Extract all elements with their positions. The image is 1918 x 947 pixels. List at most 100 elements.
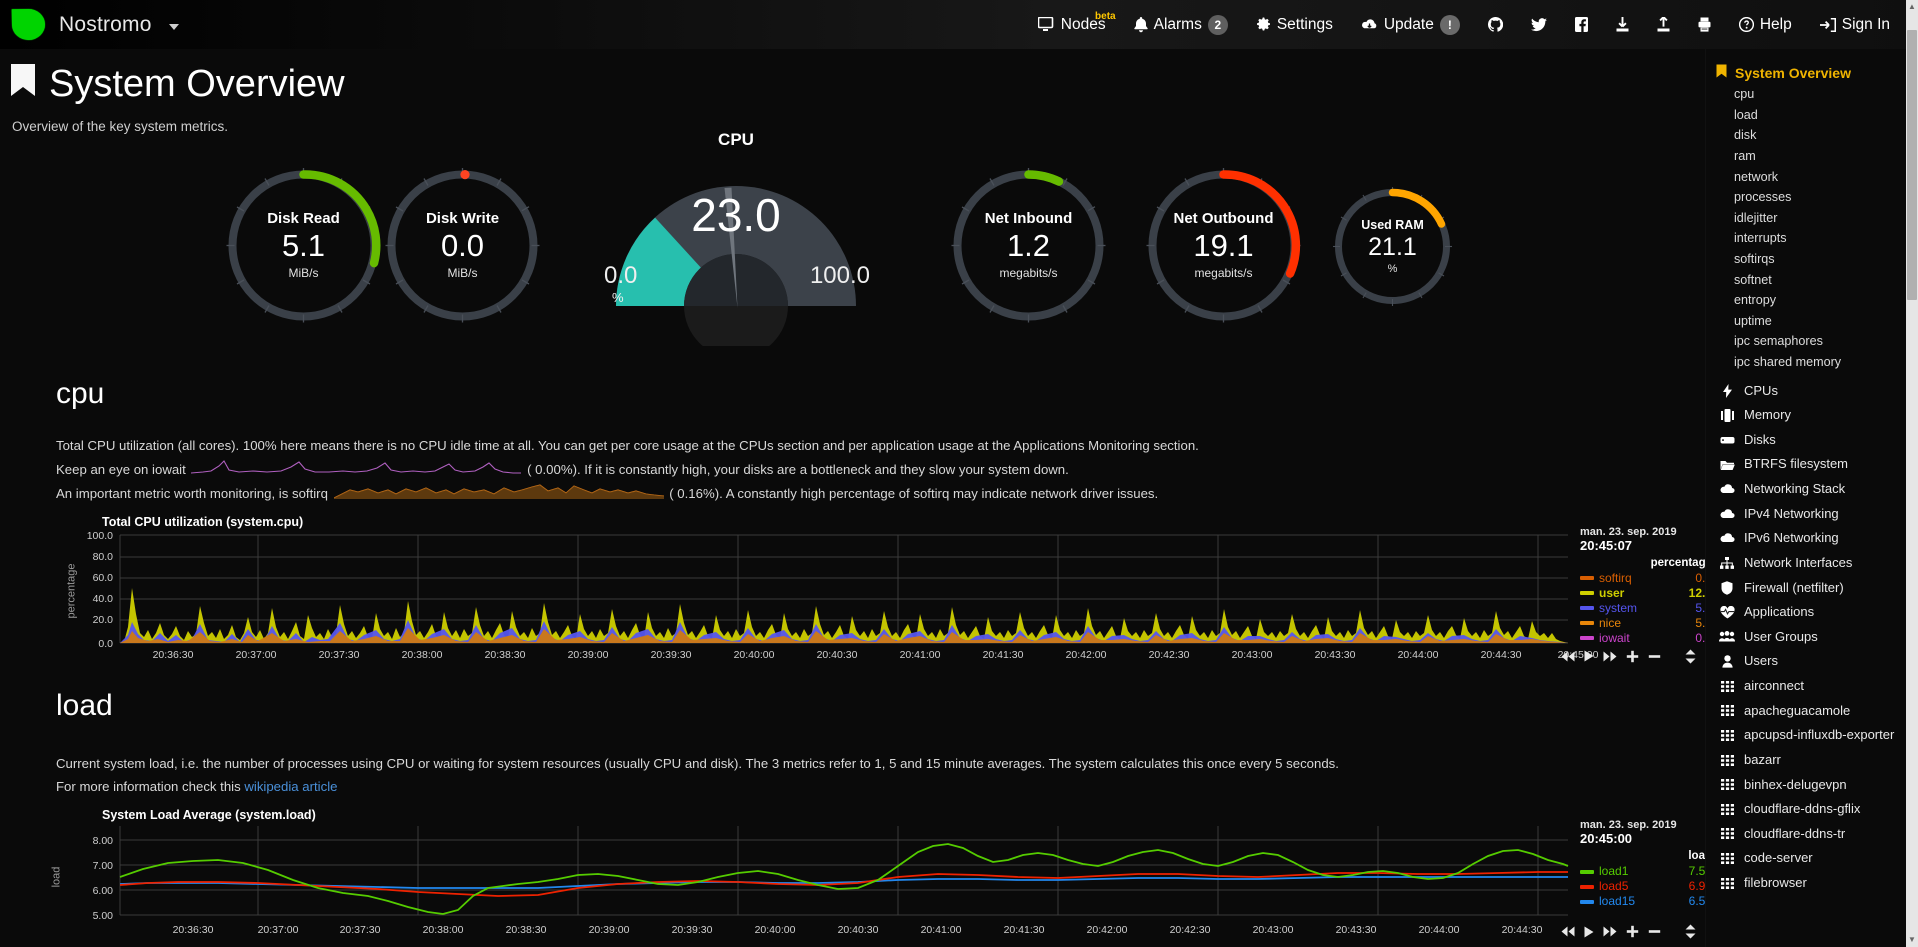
sidebar-item-softirqs[interactable]: softirqs (1734, 252, 1775, 267)
sidebar-item-cpus[interactable]: CPUs (1706, 378, 1918, 403)
legend-units: load (1688, 850, 1705, 863)
nav-item-alarms[interactable]: Alarms 2 (1120, 8, 1242, 42)
forward-icon[interactable] (1603, 926, 1617, 937)
nav-item-twitter[interactable] (1517, 11, 1561, 39)
sidebar-item-networking-stack[interactable]: Networking Stack (1706, 477, 1918, 502)
play-icon[interactable] (1584, 650, 1594, 662)
zoom-in-icon[interactable] (1626, 650, 1639, 663)
sidebar-item-softnet[interactable]: softnet (1734, 272, 1772, 287)
zoom-out-icon[interactable] (1648, 925, 1661, 938)
svg-text:20:37:00: 20:37:00 (236, 649, 277, 661)
sidebar-item-cloudflare-ddns-gflix[interactable]: cloudflare-ddns-gflix (1706, 797, 1918, 822)
top-nav-actions: Nodes beta Alarms 2 Settings Update ! (1024, 8, 1904, 42)
gauge-net-inbound[interactable]: Net Inbound 1.2 megabits/s (947, 164, 1110, 327)
legend-name: nice (1599, 615, 1622, 630)
rewind-icon[interactable] (1561, 926, 1575, 937)
nav-item-export[interactable] (1643, 10, 1684, 39)
legend-row[interactable]: user 12.0 (1580, 586, 1705, 601)
chart-area-cpu[interactable]: percentage 100.0 80.0 60.0 40.0 20.0 0.0 (58, 526, 1705, 671)
sidebar-item-disks[interactable]: Disks (1706, 428, 1918, 453)
sidebar-item-ipv4-networking[interactable]: IPv4 Networking (1706, 501, 1918, 526)
sidebar-item-btrfs-filesystem[interactable]: BTRFS filesystem (1706, 452, 1918, 477)
sidebar-item-applications[interactable]: Applications (1706, 600, 1918, 625)
sidebar-item-interrupts[interactable]: interrupts (1734, 231, 1787, 246)
chart-area-load[interactable]: load 8.00 7.00 6.00 5.00 (50, 819, 1705, 942)
rewind-icon[interactable] (1561, 651, 1575, 662)
sidebar-item-ipc-shared-memory[interactable]: ipc shared memory (1734, 355, 1842, 370)
gauge-used-ram[interactable]: Used RAM 21.1 % (1330, 184, 1455, 309)
svg-text:80.0: 80.0 (93, 551, 114, 563)
nav-item-print[interactable] (1684, 10, 1725, 39)
page-scrollbar[interactable]: ▲ ▼ (1906, 0, 1918, 947)
legend-row[interactable]: softirq 0.2 (1580, 571, 1705, 586)
sidebar-label: apcupsd-influxdb-exporter (1744, 727, 1895, 743)
legend-value: 6.54 (1688, 894, 1705, 909)
sidebar-item-ram[interactable]: ram (1734, 149, 1756, 164)
sidebar-item-network[interactable]: network (1734, 169, 1779, 184)
sidebar-item-binhex-delugevpn[interactable]: binhex-delugevpn (1706, 772, 1918, 797)
forward-icon[interactable] (1603, 651, 1617, 662)
nav-item-github[interactable] (1474, 10, 1517, 39)
gauge-disk-read[interactable]: Disk Read 5.1 MiB/s (222, 164, 385, 327)
legend-row[interactable]: load15 6.54 (1580, 894, 1705, 909)
chevron-down-icon[interactable] (168, 23, 179, 30)
nav-label-settings: Settings (1276, 15, 1333, 33)
sidebar-item-apcupsd-influxdb-exporter[interactable]: apcupsd-influxdb-exporter (1706, 723, 1918, 748)
scroll-up-arrow[interactable]: ▲ (1908, 2, 1916, 11)
zoom-out-icon[interactable] (1648, 650, 1661, 663)
sidebar-item-airconnect[interactable]: airconnect (1706, 674, 1918, 699)
sidebar-item-cpu[interactable]: cpu (1734, 87, 1755, 102)
nav-item-facebook[interactable] (1561, 10, 1602, 39)
sidebar-item-memory[interactable]: Memory (1706, 403, 1918, 428)
legend-row[interactable]: load1 7.57 (1580, 864, 1705, 879)
chart-canvas-cpu[interactable]: 100.0 80.0 60.0 40.0 20.0 0.0 (58, 528, 1618, 671)
sidebar-item-ipc-semaphores[interactable]: ipc semaphores (1734, 334, 1823, 349)
sidebar-item-processes[interactable]: processes (1734, 190, 1792, 205)
sidebar-item-user-groups[interactable]: User Groups (1706, 625, 1918, 650)
sidebar-item-cloudflare-ddns-tr[interactable]: cloudflare-ddns-tr (1706, 822, 1918, 847)
svg-text:7.00: 7.00 (93, 860, 114, 872)
sidebar-item-uptime[interactable]: uptime (1734, 313, 1772, 328)
sidebar-item-idlejitter[interactable]: idlejitter (1734, 210, 1778, 225)
gauge-label: Net Inbound (984, 210, 1073, 228)
sidebar-item-code-server[interactable]: code-server (1706, 846, 1918, 871)
nav-item-signin[interactable]: Sign In (1806, 9, 1904, 41)
nav-item-update[interactable]: Update ! (1347, 8, 1474, 42)
legend-row[interactable]: nice 5.6 (1580, 616, 1705, 631)
brand-home-link[interactable]: Nostromo (11, 8, 179, 41)
play-icon[interactable] (1584, 926, 1594, 938)
nav-item-nodes[interactable]: Nodes beta (1024, 9, 1120, 41)
sidebar-item-apacheguacamole[interactable]: apacheguacamole (1706, 698, 1918, 723)
sidebar-item-network-interfaces[interactable]: Network Interfaces (1706, 551, 1918, 576)
sidebar-item-filebrowser[interactable]: filebrowser (1706, 871, 1918, 896)
chart-canvas-load[interactable]: 8.00 7.00 6.00 5.00 (58, 822, 1618, 933)
resize-icon[interactable] (1684, 924, 1697, 939)
sidebar-item-disk[interactable]: disk (1734, 128, 1757, 143)
nav-item-help[interactable]: Help (1725, 9, 1806, 41)
legend-row[interactable]: load5 6.93 (1580, 879, 1705, 894)
scroll-down-arrow[interactable]: ▼ (1908, 935, 1916, 944)
legend-row[interactable]: system 5.3 (1580, 601, 1705, 616)
wikipedia-link[interactable]: wikipedia article (244, 778, 338, 794)
sidebar-item-load[interactable]: load (1734, 107, 1758, 122)
sidebar-item-firewall-netfilter[interactable]: Firewall (netfilter) (1706, 575, 1918, 600)
sidebar-item-bazarr[interactable]: bazarr (1706, 748, 1918, 773)
sidebar-item-ipv6-networking[interactable]: IPv6 Networking (1706, 526, 1918, 551)
legend-row[interactable]: iowait 0.0 (1580, 631, 1705, 646)
th-icon (1719, 730, 1735, 742)
gauge-net-outbound[interactable]: Net Outbound 19.1 megabits/s (1142, 164, 1305, 327)
nav-item-import[interactable] (1602, 10, 1643, 39)
resize-icon[interactable] (1684, 649, 1697, 664)
legend-time: 20:45:07 (1580, 537, 1633, 553)
sidebar-item-system-overview[interactable]: System Overview (1706, 61, 1918, 84)
sidebar-item-entropy[interactable]: entropy (1734, 293, 1777, 308)
scroll-thumb[interactable] (1907, 30, 1917, 300)
sidebar-label: cloudflare-ddns-gflix (1744, 801, 1861, 817)
zoom-in-icon[interactable] (1626, 925, 1639, 938)
page-header: System Overview Overview of the key syst… (0, 49, 1705, 134)
gauge-cpu[interactable]: CPU 23.0 0.0 % 100.0 (596, 130, 876, 346)
gauge-disk-write[interactable]: Disk Write 0.0 MiB/s (381, 164, 544, 327)
sidebar-item-users[interactable]: Users (1706, 649, 1918, 674)
svg-text:5.00: 5.00 (93, 910, 114, 922)
nav-item-settings[interactable]: Settings (1242, 9, 1347, 41)
